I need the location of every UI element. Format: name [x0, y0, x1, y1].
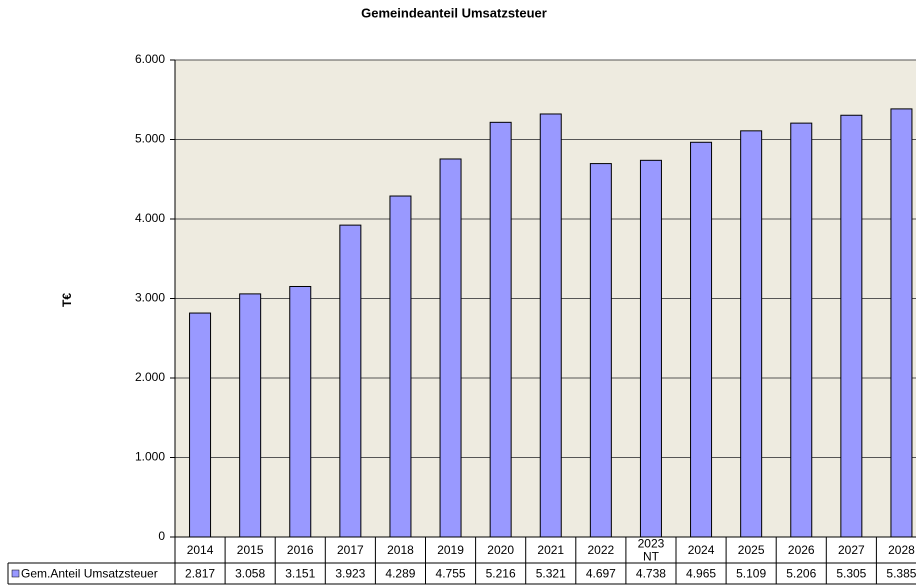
table-value: 4.289 — [385, 567, 415, 581]
table-value: 4.697 — [586, 567, 616, 581]
x-tick-label: 2019 — [437, 543, 464, 557]
x-tick-label: 2014 — [187, 543, 214, 557]
y-tick-label: 6.000 — [135, 52, 165, 66]
table-value: 2.817 — [185, 567, 215, 581]
table-value: 4.755 — [436, 567, 466, 581]
table-value: 5.305 — [836, 567, 866, 581]
y-tick-label: 1.000 — [135, 450, 165, 464]
y-tick-label: 2.000 — [135, 370, 165, 384]
bar — [239, 293, 262, 538]
x-tick-label: 2027 — [838, 543, 865, 557]
legend-label: Gem.Anteil Umsatzsteuer — [21, 567, 158, 581]
table-value: 3.151 — [285, 567, 315, 581]
bar — [790, 122, 813, 538]
bar — [389, 195, 412, 538]
x-tick-label: 2024 — [688, 543, 715, 557]
bar — [489, 121, 512, 538]
y-tick-label: 5.000 — [135, 132, 165, 146]
table-value: 4.738 — [636, 567, 666, 581]
table-value: 5.216 — [486, 567, 516, 581]
x-tick-label: 2020 — [487, 543, 514, 557]
y-tick-label: 4.000 — [135, 211, 165, 225]
table-value: 5.321 — [536, 567, 566, 581]
bar — [740, 130, 763, 538]
table-value: 5.109 — [736, 567, 766, 581]
bar — [439, 158, 462, 538]
bar — [289, 285, 312, 538]
bar — [189, 312, 212, 538]
x-tick-label: 2015 — [237, 543, 264, 557]
x-tick-label: 2017 — [337, 543, 364, 557]
bar — [339, 224, 362, 538]
table-value: 4.965 — [686, 567, 716, 581]
x-tick-label: 2018 — [387, 543, 414, 557]
bar — [840, 114, 863, 538]
y-tick-label: 0 — [158, 529, 165, 543]
x-tick-label: 2016 — [287, 543, 314, 557]
x-tick-label: 2025 — [738, 543, 765, 557]
table-value: 5.385 — [886, 567, 916, 581]
x-tick-label: 2022 — [587, 543, 614, 557]
table-value: 3.923 — [335, 567, 365, 581]
bar — [539, 113, 562, 538]
bar — [690, 141, 713, 538]
x-tick-label: 2026 — [788, 543, 815, 557]
x-tick-label: 2021 — [537, 543, 564, 557]
y-tick-label: 3.000 — [135, 291, 165, 305]
y-axis-label: T€ — [60, 293, 74, 307]
legend-swatch — [11, 569, 20, 578]
chart-title: Gemeindeanteil Umsatzsteuer — [361, 5, 547, 20]
table-value: 3.058 — [235, 567, 265, 581]
bar — [890, 108, 913, 538]
x-tick-label: 2023 NT — [638, 537, 665, 564]
bar — [639, 159, 662, 538]
bar — [589, 163, 612, 538]
table-value: 5.206 — [786, 567, 816, 581]
x-tick-label: 2028 — [888, 543, 915, 557]
